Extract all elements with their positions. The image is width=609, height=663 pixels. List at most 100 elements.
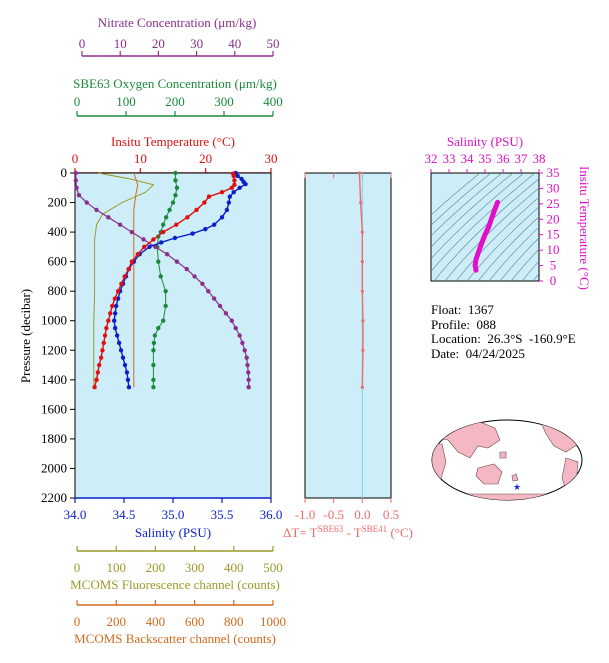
ts-isopycnal <box>444 187 539 281</box>
fluorescence-tick-label: 400 <box>224 560 244 575</box>
salinity-line-point <box>243 181 248 187</box>
oxygen-line-point <box>156 325 161 331</box>
oxygen-line-point <box>151 362 156 368</box>
salinity-tick-label: 35.5 <box>211 507 234 522</box>
oxygen-tick-label: 200 <box>165 94 185 109</box>
ts-salinity-tick-label: 36 <box>497 151 511 166</box>
nitrate-line-point <box>233 325 238 331</box>
nitrate-line-point <box>117 222 123 227</box>
fluorescence-tick-label: 100 <box>106 560 126 575</box>
temperature-line-point <box>104 325 109 331</box>
ts-isopycnal <box>477 216 539 281</box>
backscatter-axis: 0 200 400 600 800 1000 MCOMS Backscatter chan… <box>74 600 286 646</box>
salinity-line-point <box>172 235 178 241</box>
nitrate-axis: Nitrate Concentration (μm/kg) 0 10 20 30 40 5… <box>79 15 280 57</box>
ts-isopycnal <box>455 196 539 281</box>
backscatter-axis-label: MCOMS Backscatter channel (counts) <box>74 631 276 646</box>
temperature-axis-label: Insitu Temperature (°C) <box>111 134 235 149</box>
ts-temperature-tick-label: 30 <box>547 180 560 195</box>
temperature-line-point <box>100 348 105 353</box>
nitrate-line-point <box>164 252 170 257</box>
ts-isopycnal <box>532 273 539 281</box>
oxygen-line-point <box>170 200 176 205</box>
ts-isopycnal <box>466 206 539 281</box>
pressure-tick-label: 1800 <box>41 431 67 446</box>
temperature-line-point <box>96 362 102 368</box>
salinity-tick-label: 36.0 <box>260 507 283 522</box>
fluorescence-tick-label: 300 <box>185 560 205 575</box>
nitrate-axis-label: Nitrate Concentration (μm/kg) <box>98 15 257 30</box>
ts-temperature-tick-label: 15 <box>547 227 560 242</box>
nitrate-tick-label: 50 <box>267 36 280 51</box>
salinity-line-point <box>237 185 242 190</box>
ts-plot-area <box>430 172 540 282</box>
salinity-line-point <box>113 303 119 309</box>
ts-salinity-tick-label: 37 <box>515 151 529 166</box>
temperature-line-point <box>126 266 131 272</box>
profile-panel: 0 200 400 600 800 1000 1200 1400 1600 1800 2000 220… <box>18 165 272 505</box>
oxygen-axis: SBE63 Oxygen Concentration (μm/kg) 0 100 2… <box>73 76 283 117</box>
nitrate-tick-label: 0 <box>79 36 86 51</box>
ts-salinity-label: Salinity (PSU) <box>447 134 523 149</box>
backscatter-tick-label: 1000 <box>260 614 286 629</box>
oxygen-line-point <box>158 274 163 279</box>
ts-isopycnal <box>488 226 539 281</box>
fluorescence-axis-label: MCOMS Fluorescence channel (counts) <box>70 577 280 592</box>
nitrate-line-point <box>245 362 250 368</box>
oxygen-axis-label: SBE63 Oxygen Concentration (μm/kg) <box>73 76 277 91</box>
oxygen-line-point <box>163 303 168 309</box>
ts-temperature-tick-label: 10 <box>547 242 560 257</box>
salinity-axis: 34.0 34.5 35.0 35.5 36.0 Salinity (PSU) <box>64 497 283 540</box>
float-info: Float: 1367 Profile: 088 Location: 26.3°… <box>431 302 576 361</box>
salinity-tick-label: 34.5 <box>113 507 136 522</box>
ts-isopycnal <box>431 173 525 260</box>
oxygen-line-point <box>174 185 180 190</box>
oxygen-line-point <box>151 348 156 353</box>
ts-salinity-tick-label: 34 <box>461 151 475 166</box>
pressure-tick-label: 800 <box>48 283 68 298</box>
nitrate-line-point <box>246 377 251 383</box>
temperature-line-point <box>98 355 104 360</box>
nitrate-tick-label: 40 <box>228 36 241 51</box>
pressure-tick-label: 400 <box>48 224 68 239</box>
profile-number: Profile: 088 <box>431 316 496 332</box>
temperature-line-point <box>129 259 135 264</box>
delta-t-plot-area <box>304 172 392 499</box>
pressure-tick-label: 1400 <box>41 372 67 387</box>
float-location: Location: 26.3°S -160.9°E <box>431 331 576 346</box>
temperature-axis: Insitu Temperature (°C) 0 10 20 30 <box>72 134 278 174</box>
salinity-line-point <box>116 340 122 346</box>
delta-t-tick-label: -0.5 <box>323 507 344 522</box>
pressure-tick-label: 0 <box>61 165 68 180</box>
delta-t-tick-label: 0.0 <box>354 507 370 522</box>
salinity-line-point <box>118 348 124 353</box>
salinity-tick-label: 35.0 <box>162 507 185 522</box>
ts-isopycnal <box>431 173 514 248</box>
backscatter-tick-label: 800 <box>224 614 244 629</box>
ts-isopycnal <box>521 260 539 281</box>
oxygen-line-point <box>163 215 169 220</box>
oxygen-line-point <box>151 377 156 383</box>
ts-salinity-tick-label: 33 <box>443 151 456 166</box>
oxygen-line-point <box>161 318 166 323</box>
salinity-line-point <box>159 240 164 245</box>
nitrate-line-point <box>240 340 245 346</box>
nitrate-line-point <box>246 385 251 390</box>
salinity-line-point <box>227 194 233 199</box>
nitrate-line-point <box>206 288 211 294</box>
ts-salinity-tick-label: 32 <box>425 151 438 166</box>
salinity-line-point <box>211 222 217 227</box>
temperature-line-point <box>231 173 236 179</box>
fluorescence-line <box>93 172 155 388</box>
ts-isopycnal <box>510 248 539 281</box>
delta-t-axis-label: ΔT= TSBE63 - TSBE41 (°C) <box>283 524 413 540</box>
oxygen-line-point <box>173 178 178 183</box>
backscatter-line <box>133 172 139 388</box>
salinity-line-point <box>112 325 118 331</box>
nitrate-line-point <box>217 303 223 309</box>
pressure-tick-label: 2000 <box>41 460 67 475</box>
map-antarctica <box>439 493 575 500</box>
nitrate-line-point <box>200 281 205 286</box>
temperature-line-point <box>151 237 156 242</box>
temperature-line-point <box>142 244 147 250</box>
